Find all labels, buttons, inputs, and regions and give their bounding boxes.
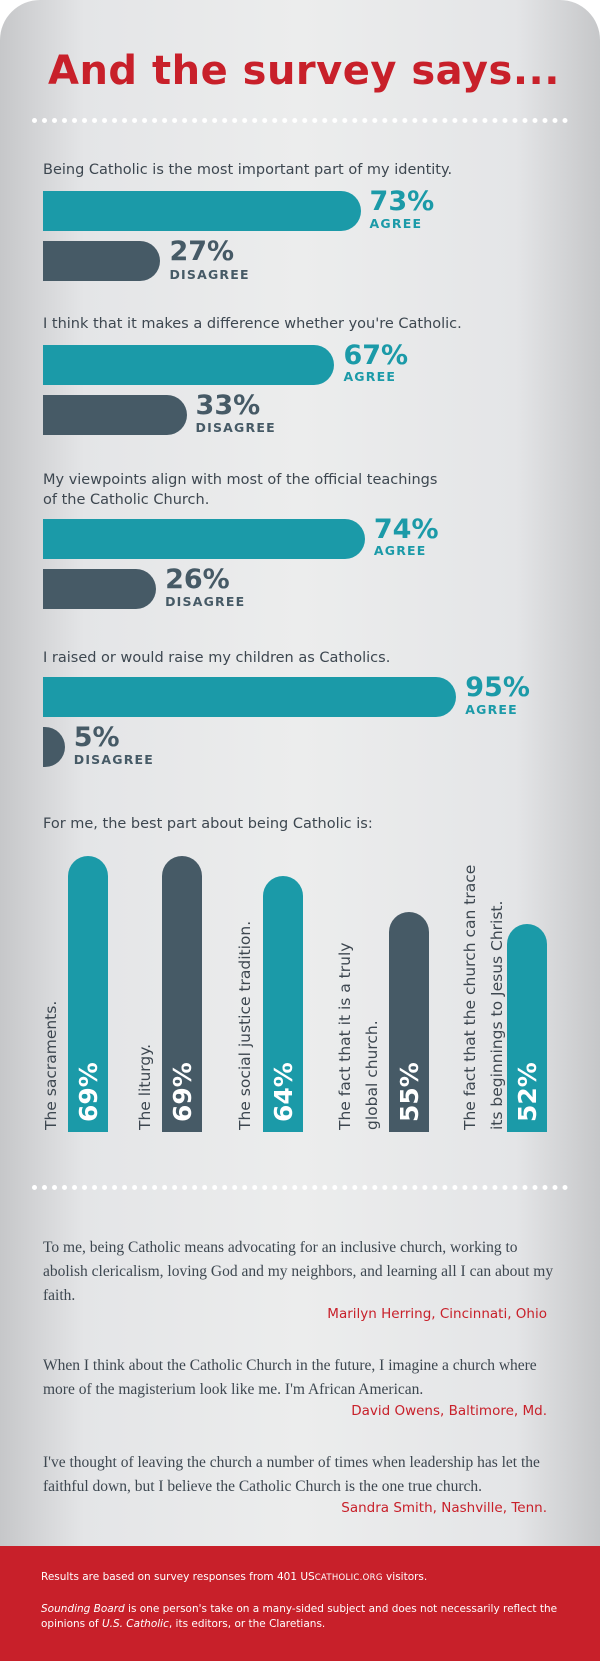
best-part-bar [263, 876, 303, 1132]
agree-label: AGREE [373, 543, 427, 558]
dotted-divider-top [32, 118, 568, 123]
disagree-percent: 27% [169, 236, 235, 267]
quote-author: Sandra Smith, Nashville, Tenn. [341, 1500, 547, 1516]
results-note-text: Results are based on survey responses fr… [41, 1571, 315, 1583]
question-text: I raised or would raise my children as C… [43, 650, 391, 666]
agree-bar [43, 345, 335, 385]
best-part-value-label: 64% [269, 1062, 298, 1122]
best-part-category-label: The fact that it is a truly [336, 943, 354, 1131]
disagree-label: DISAGREE [195, 420, 276, 435]
question-text: Being Catholic is the most important par… [43, 162, 453, 178]
best-part-chart-title: For me, the best part about being Cathol… [43, 816, 373, 832]
best-part-category-label: The sacraments. [42, 1001, 60, 1131]
best-part-value-label: 52% [513, 1062, 542, 1122]
best-part-category-label: The liturgy. [136, 1044, 154, 1131]
best-part-value-label: 55% [395, 1062, 424, 1122]
disagree-bar [43, 241, 161, 281]
best-part-category-label: global church. [363, 1020, 381, 1130]
quote-text: I've thought of leaving the church a num… [43, 1454, 540, 1495]
feature-name: Sounding Board [41, 1603, 125, 1615]
disagree-bar [43, 569, 157, 609]
disclaimer-text: is one person's take on a many-sided sub… [41, 1603, 558, 1630]
best-part-value-label: 69% [74, 1062, 103, 1122]
agree-label: AGREE [465, 702, 518, 717]
page-title: And the survey says... [48, 48, 560, 94]
best-part-bar [507, 924, 547, 1132]
disagree-label: DISAGREE [73, 752, 155, 767]
quote-author: David Owens, Baltimore, Md. [351, 1403, 547, 1419]
best-part-category-label: The fact that the church can trace [461, 865, 479, 1131]
disagree-percent: 33% [195, 390, 261, 421]
best-part-bar [68, 856, 108, 1132]
best-part-bar [389, 912, 429, 1132]
agree-label: AGREE [343, 369, 397, 384]
best-part-chart: 69% The sacraments. 69% The liturgy. 64% The … [42, 856, 547, 1132]
best-part-bar [162, 856, 202, 1132]
agree-bar [43, 677, 457, 717]
agree-label: AGREE [369, 216, 423, 231]
disagree-label: DISAGREE [169, 267, 250, 282]
publication-name: U.S. Catholic [101, 1618, 169, 1630]
agree-percent: 67% [343, 340, 409, 371]
agree-percent: 74% [373, 514, 439, 545]
dotted-divider-bottom [32, 1185, 568, 1190]
question-text: I think that it makes a difference wheth… [43, 316, 462, 332]
site-name: CATHOLIC.ORG [314, 1573, 383, 1583]
best-part-category-label: its beginnings to Jesus Christ. [488, 901, 506, 1130]
agree-bar [43, 519, 365, 559]
quote-text: When I think about the Catholic Church i… [43, 1357, 537, 1398]
agree-percent: 95% [465, 672, 530, 703]
question-text: My viewpoints align with most of the off… [43, 472, 438, 508]
results-note-suffix: visitors. [382, 1571, 428, 1583]
footer-banner: Results are based on survey responses fr… [0, 1546, 600, 1661]
disagree-percent: 5% [73, 722, 120, 753]
disagree-label: DISAGREE [165, 594, 246, 609]
sounding-board-disclaimer: Sounding Board is one person's take on a… [41, 1602, 561, 1632]
agree-percent: 73% [369, 186, 435, 217]
best-part-category-label: The social justice tradition. [236, 921, 254, 1131]
disagree-bar [43, 395, 187, 435]
quote-author: Marilyn Herring, Cincinnati, Ohio [327, 1306, 547, 1322]
agree-bar [43, 191, 361, 231]
disagree-bar [43, 727, 65, 767]
quote-text: To me, being Catholic means advocating f… [43, 1239, 554, 1304]
disagree-percent: 26% [165, 564, 230, 595]
results-note: Results are based on survey responses fr… [41, 1570, 561, 1586]
disclaimer-suffix: , its editors, or the Claretians. [168, 1618, 326, 1630]
best-part-value-label: 69% [168, 1062, 197, 1122]
